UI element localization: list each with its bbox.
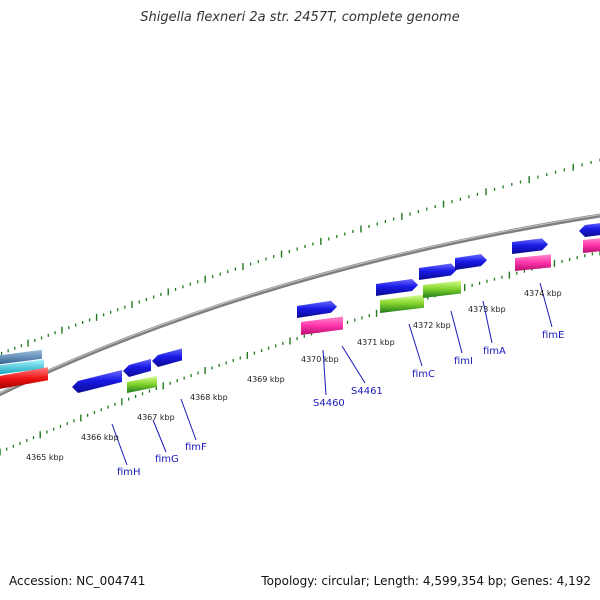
leader-line-fimG — [152, 419, 167, 453]
gene-label-fimC[interactable]: fimC — [412, 369, 435, 380]
kbp-label: 4373 kbp — [468, 305, 506, 314]
cds-feature-edge[interactable] — [583, 238, 600, 253]
gene-label-fimH[interactable]: fimH — [117, 467, 141, 478]
cds-feature-fimE[interactable] — [515, 254, 551, 271]
kbp-label: 4374 kbp — [524, 289, 562, 298]
leader-line-fimI — [450, 310, 463, 354]
feature-block[interactable] — [0, 367, 48, 390]
leader-line-fimE — [539, 282, 553, 328]
gene-feature-fimF[interactable] — [152, 348, 182, 367]
gene-label-fimF[interactable]: fimF — [185, 442, 207, 453]
gene-feature-fimE[interactable] — [512, 238, 548, 254]
leader-line-fimH — [111, 423, 128, 466]
accession-label: Accession: NC_004741 — [9, 574, 146, 588]
kbp-label: 4369 kbp — [247, 375, 285, 384]
gene-feature-fimH[interactable] — [72, 370, 122, 393]
feature-track — [0, 222, 600, 393]
kbp-label: 4366 kbp — [81, 433, 119, 442]
cds-feature-S4460[interactable] — [301, 316, 343, 335]
rna-feature-fimI[interactable] — [423, 280, 461, 298]
genome-stats: Topology: circular; Length: 4,599,354 bp… — [261, 574, 591, 588]
leader-line-fimA — [482, 300, 493, 344]
kbp-labels: 4365 kbp 4366 kbp 4367 kbp 4368 kbp 4369 kbp… — [26, 289, 562, 462]
kbp-label: 4371 kbp — [357, 338, 395, 347]
kbp-label: 4372 kbp — [413, 321, 451, 330]
gene-feature-S4460[interactable] — [297, 300, 337, 318]
gene-labels: fimH fimG fimF S4460 S4461 fimC fimI fimA fimE — [117, 330, 564, 478]
kbp-label: 4368 kbp — [190, 393, 228, 402]
gene-label-fimE[interactable]: fimE — [542, 330, 564, 341]
gene-feature-fimA[interactable] — [455, 254, 487, 270]
gene-label-fimI[interactable]: fimI — [454, 356, 473, 367]
gene-feature-fimG[interactable] — [123, 358, 151, 377]
gene-label-S4461[interactable]: S4461 — [351, 386, 383, 397]
gene-label-fimA[interactable]: fimA — [483, 346, 506, 357]
rna-feature-fimG[interactable] — [127, 376, 157, 393]
kbp-label: 4367 kbp — [137, 413, 175, 422]
outer-tick-ring — [0, 158, 600, 355]
leader-line-S4460 — [322, 349, 327, 396]
leader-line-fimF — [180, 398, 197, 441]
label-leader-lines — [111, 282, 553, 466]
map-title: Shigella flexneri 2a str. 2457T, complet… — [140, 10, 460, 25]
gene-label-fimG[interactable]: fimG — [155, 454, 179, 465]
gene-feature-edge[interactable] — [579, 222, 600, 237]
gene-feature-fimI[interactable] — [419, 263, 457, 280]
feature-block[interactable] — [0, 359, 44, 376]
kbp-label: 4365 kbp — [26, 453, 64, 462]
genome-backbone-highlight — [0, 214, 600, 394]
leader-line-fimC — [408, 323, 423, 367]
leader-line-S4461 — [341, 345, 366, 384]
kbp-label: 4370 kbp — [301, 355, 339, 364]
genome-backbone — [0, 213, 600, 397]
gene-label-S4460[interactable]: S4460 — [313, 398, 345, 409]
gene-feature-fimC[interactable] — [376, 278, 418, 296]
feature-block[interactable] — [0, 349, 42, 365]
rna-feature-fimC[interactable] — [380, 294, 424, 313]
